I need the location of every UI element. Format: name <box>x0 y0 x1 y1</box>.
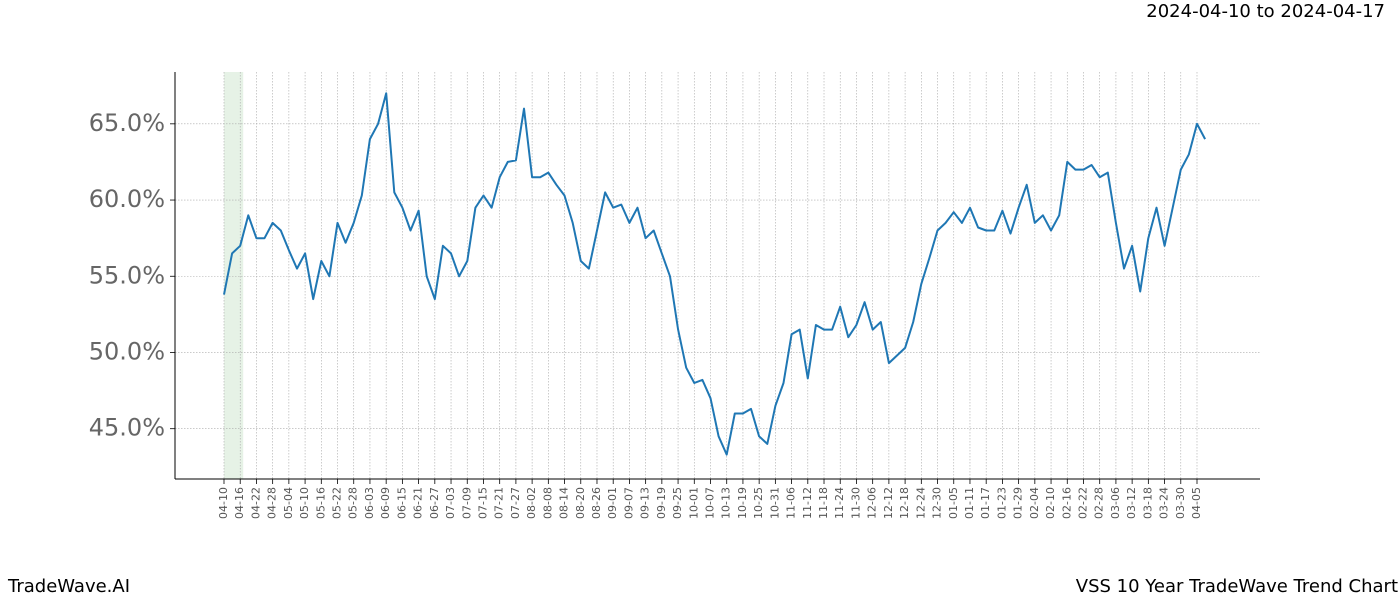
date-range: 2024-04-10 to 2024-04-17 <box>1146 1 1385 22</box>
x-tick-label: 02-10 <box>1044 487 1057 519</box>
x-tick-label: 08-08 <box>541 487 554 519</box>
x-tick-label: 07-15 <box>476 487 489 519</box>
x-tick-label: 02-28 <box>1093 487 1106 519</box>
x-tick-label: 03-06 <box>1109 487 1122 519</box>
x-tick-label: 11-12 <box>801 487 814 519</box>
x-tick-label: 05-10 <box>298 487 311 519</box>
x-tick-label: 10-07 <box>704 487 717 519</box>
x-tick-label: 04-05 <box>1190 487 1203 519</box>
x-tick-label: 01-23 <box>995 487 1008 519</box>
x-tick-label: 07-27 <box>509 487 522 519</box>
x-tick-label: 11-30 <box>849 487 862 519</box>
series-line <box>223 92 1206 456</box>
x-tick-label: 05-28 <box>347 487 360 519</box>
x-tick-label: 06-03 <box>363 487 376 519</box>
x-tick-label: 06-21 <box>412 487 425 519</box>
y-tick-label: 65.0% <box>89 109 165 137</box>
x-tick-label: 12-12 <box>882 487 895 519</box>
x-tick-label: 09-13 <box>639 487 652 519</box>
y-tick-label: 50.0% <box>89 337 165 365</box>
x-tick-label: 10-19 <box>736 487 749 519</box>
x-tick-label: 12-06 <box>866 487 879 519</box>
x-tick-label: 05-16 <box>314 487 327 519</box>
y-tick-label: 45.0% <box>89 414 165 442</box>
x-tick-label: 02-04 <box>1028 487 1041 519</box>
x-tick-label: 10-13 <box>720 487 733 519</box>
x-tick-label: 05-22 <box>331 487 344 519</box>
x-tick-label: 09-01 <box>606 487 619 519</box>
x-tick-label: 07-03 <box>444 487 457 519</box>
footer-left: TradeWave.AI <box>7 576 130 597</box>
x-tick-label: 04-22 <box>249 487 262 519</box>
y-tick-label: 55.0% <box>89 261 165 289</box>
x-tick-label: 06-27 <box>428 487 441 519</box>
x-tick-label: 05-04 <box>282 487 295 519</box>
x-tick-label: 01-17 <box>979 487 992 519</box>
x-tick-label: 04-28 <box>266 487 279 519</box>
x-tick-label: 08-14 <box>558 487 571 519</box>
x-tick-label: 02-16 <box>1060 487 1073 519</box>
x-tick-label: 07-21 <box>493 487 506 519</box>
x-tick-label: 08-02 <box>525 487 538 519</box>
plot: 04-10 04-16 04-22 04-28 05-04 05-10 05-16 05-22… <box>89 72 1260 519</box>
x-tick-label: 10-31 <box>768 487 781 519</box>
x-tick-label: 04-16 <box>233 487 246 519</box>
x-tick-label: 03-24 <box>1158 487 1171 519</box>
x-tick-label: 12-24 <box>914 487 927 519</box>
x-tick-label: 02-22 <box>1076 487 1089 519</box>
x-tick-label: 03-30 <box>1174 487 1187 519</box>
footer-right: VSS 10 Year TradeWave Trend Chart <box>1076 576 1398 597</box>
x-tick-label: 08-26 <box>590 487 603 519</box>
x-tick-label: 06-09 <box>379 487 392 519</box>
x-tick-label: 09-25 <box>671 487 684 519</box>
x-tick-label: 10-01 <box>687 487 700 519</box>
x-tick-label: 06-15 <box>395 487 408 519</box>
x-tick-label: 07-09 <box>460 487 473 519</box>
x-tick-label: 11-24 <box>833 487 846 519</box>
x-tick-label: 11-06 <box>785 487 798 519</box>
x-tick-label: 12-30 <box>931 487 944 519</box>
x-tick-label: 12-18 <box>898 487 911 519</box>
x-tick-label: 04-10 <box>217 487 230 519</box>
y-tick-label: 60.0% <box>89 185 165 213</box>
x-tick-label: 01-11 <box>963 487 976 519</box>
x-tick-label: 09-19 <box>655 487 668 519</box>
x-tick-label: 08-20 <box>574 487 587 519</box>
x-tick-label: 10-25 <box>752 487 765 519</box>
x-tick-label: 03-18 <box>1141 487 1154 519</box>
x-tick-label: 11-18 <box>817 487 830 519</box>
x-tick-label: 09-07 <box>622 487 635 519</box>
x-tick-label: 03-12 <box>1125 487 1138 519</box>
x-tick-label: 01-29 <box>1012 487 1025 519</box>
highlight-band <box>224 72 244 479</box>
x-tick-label: 01-05 <box>947 487 960 519</box>
